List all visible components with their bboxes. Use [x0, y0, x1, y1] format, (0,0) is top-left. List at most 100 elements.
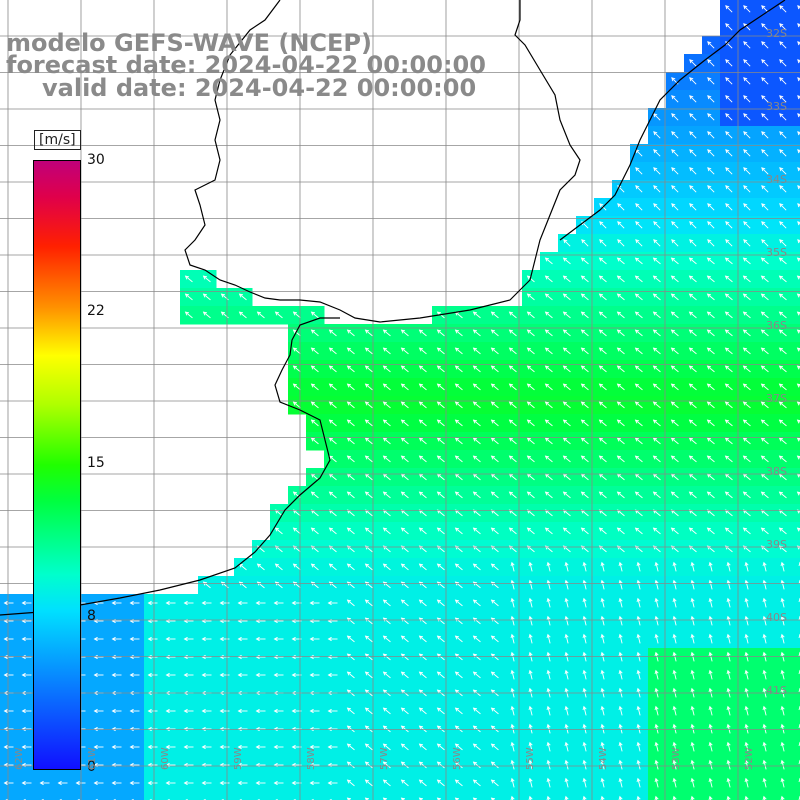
wind-arrow-head — [600, 561, 605, 567]
wind-arrow — [329, 509, 337, 517]
wind-arrow — [743, 221, 751, 229]
wind-arrow-head — [220, 581, 226, 586]
wind-arrow-head — [654, 615, 659, 621]
wind-arrow — [581, 419, 589, 427]
wind-arrow-head — [725, 203, 730, 208]
wind-arrow-head — [546, 633, 551, 639]
colorbar-tick: 22 — [87, 303, 105, 319]
wind-arrow-head — [564, 777, 569, 783]
wind-arrow-head — [616, 329, 622, 334]
wind-arrow — [583, 724, 587, 734]
wind-arrow-head — [510, 741, 515, 747]
wind-arrow — [529, 634, 533, 644]
wind-arrow — [437, 725, 445, 733]
wind-arrow — [653, 293, 661, 301]
wind-arrow — [635, 167, 643, 175]
wind-arrow-head — [165, 636, 170, 642]
wind-arrow — [599, 311, 607, 319]
wind-arrow-head — [562, 491, 568, 496]
wind-arrow-head — [760, 365, 766, 370]
wind-arrow-head — [382, 725, 388, 730]
wind-cell — [792, 18, 800, 37]
wind-arrow — [347, 509, 355, 517]
wind-arrow-head — [310, 527, 316, 532]
wind-arrow — [365, 743, 373, 751]
wind-cell — [432, 792, 451, 800]
wind-arrow — [745, 652, 749, 662]
wind-arrow-head — [725, 59, 730, 64]
wind-arrow — [419, 635, 427, 643]
wind-arrow — [293, 563, 301, 571]
longitude-label: 62W — [14, 747, 25, 770]
wind-arrow-head — [760, 293, 766, 298]
wind-cell — [792, 774, 800, 793]
wind-arrow — [617, 401, 625, 409]
wind-cell — [54, 792, 73, 800]
wind-arrow-head — [780, 741, 785, 747]
wind-arrow-head — [490, 599, 496, 604]
wind-arrow-head — [600, 741, 605, 747]
wind-arrow-head — [671, 167, 676, 172]
wind-arrow-head — [652, 329, 658, 334]
wind-arrow — [437, 707, 445, 715]
wind-arrow — [745, 670, 749, 680]
wind-arrow — [761, 185, 769, 193]
wind-arrow — [565, 580, 569, 590]
wind-arrow — [797, 383, 800, 387]
wind-arrow-head — [618, 777, 623, 783]
wind-arrow-head — [690, 561, 695, 567]
wind-arrow-head — [202, 581, 208, 586]
wind-arrow-head — [528, 777, 533, 783]
wind-arrow — [437, 491, 445, 499]
wind-arrow — [581, 347, 589, 355]
wind-arrow — [617, 329, 625, 337]
wind-arrow-head — [780, 579, 785, 585]
wind-arrow — [761, 113, 769, 121]
wind-arrow-head — [688, 455, 694, 460]
wind-arrow — [293, 581, 301, 589]
wind-arrow — [779, 203, 787, 211]
wind-arrow-head — [564, 759, 569, 765]
wind-arrow — [689, 491, 697, 499]
wind-arrow-head — [636, 777, 641, 783]
wind-arrow-head — [436, 545, 442, 550]
wind-arrow — [635, 527, 643, 535]
wind-arrow-head — [364, 779, 370, 784]
wind-arrow-head — [580, 365, 586, 370]
wind-arrow — [725, 113, 733, 121]
wind-arrow — [601, 616, 605, 626]
wind-arrow-head — [580, 437, 586, 442]
wind-arrow — [257, 563, 265, 571]
wind-arrow — [347, 347, 355, 355]
wind-arrow — [727, 706, 731, 716]
wind-arrow — [689, 311, 697, 319]
wind-arrow-head — [129, 708, 134, 714]
wind-cell — [324, 792, 343, 800]
wind-arrow — [545, 329, 553, 337]
wind-arrow — [455, 365, 463, 373]
wind-arrow — [509, 527, 517, 535]
wind-arrow — [329, 455, 337, 463]
wind-arrow-head — [544, 401, 550, 406]
wind-arrow-head — [292, 365, 298, 370]
wind-arrow-head — [111, 726, 116, 732]
wind-arrow — [743, 185, 751, 193]
wind-arrow-head — [21, 726, 26, 732]
wind-arrow — [383, 365, 391, 373]
wind-arrow-head — [600, 669, 605, 675]
wind-arrow — [401, 635, 409, 643]
wind-arrow — [545, 347, 553, 355]
wind-arrow — [347, 383, 355, 391]
wind-arrow — [691, 760, 695, 770]
wind-arrow-head — [689, 221, 694, 226]
wind-arrow — [653, 131, 661, 139]
wind-arrow — [725, 455, 733, 463]
wind-arrow-head — [634, 347, 640, 352]
wind-arrow-head — [582, 687, 587, 693]
wind-arrow-head — [652, 437, 658, 442]
wind-arrow-head — [436, 365, 442, 370]
wind-arrow-head — [544, 455, 550, 460]
wind-arrow-head — [725, 113, 730, 118]
wind-arrow-head — [309, 726, 314, 732]
wind-arrow-head — [636, 651, 641, 657]
